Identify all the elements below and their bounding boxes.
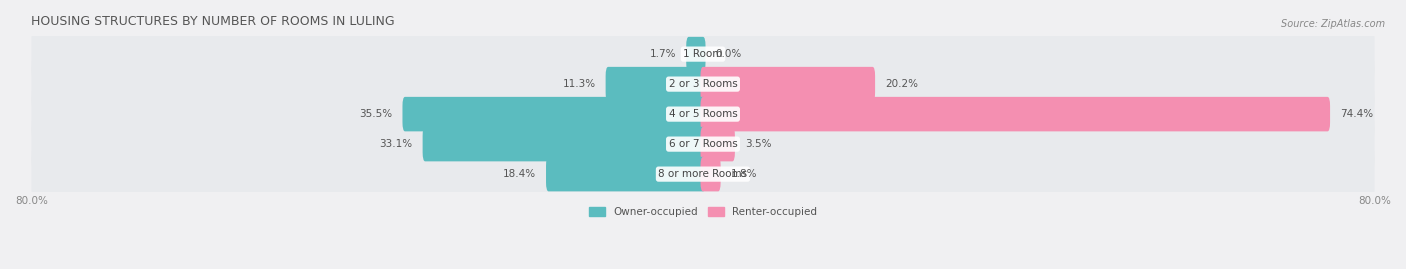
FancyBboxPatch shape: [546, 157, 706, 191]
FancyBboxPatch shape: [700, 157, 721, 191]
Text: 35.5%: 35.5%: [360, 109, 392, 119]
FancyBboxPatch shape: [700, 67, 875, 101]
FancyBboxPatch shape: [31, 55, 1375, 113]
Text: 11.3%: 11.3%: [562, 79, 596, 89]
Text: 1 Room: 1 Room: [683, 49, 723, 59]
Text: 74.4%: 74.4%: [1340, 109, 1374, 119]
Text: Source: ZipAtlas.com: Source: ZipAtlas.com: [1281, 19, 1385, 29]
Text: 1.7%: 1.7%: [650, 49, 676, 59]
Text: 2 or 3 Rooms: 2 or 3 Rooms: [669, 79, 737, 89]
Text: 8 or more Rooms: 8 or more Rooms: [658, 169, 748, 179]
FancyBboxPatch shape: [700, 127, 735, 161]
Text: 33.1%: 33.1%: [380, 139, 412, 149]
Text: HOUSING STRUCTURES BY NUMBER OF ROOMS IN LULING: HOUSING STRUCTURES BY NUMBER OF ROOMS IN…: [31, 15, 395, 28]
Text: 0.0%: 0.0%: [716, 49, 742, 59]
FancyBboxPatch shape: [31, 85, 1375, 143]
FancyBboxPatch shape: [402, 97, 706, 131]
Text: 1.8%: 1.8%: [731, 169, 758, 179]
Text: 6 or 7 Rooms: 6 or 7 Rooms: [669, 139, 737, 149]
FancyBboxPatch shape: [31, 145, 1375, 203]
FancyBboxPatch shape: [686, 37, 706, 71]
Text: 4 or 5 Rooms: 4 or 5 Rooms: [669, 109, 737, 119]
Text: 3.5%: 3.5%: [745, 139, 772, 149]
Text: 18.4%: 18.4%: [503, 169, 536, 179]
FancyBboxPatch shape: [700, 97, 1330, 131]
FancyBboxPatch shape: [423, 127, 706, 161]
Legend: Owner-occupied, Renter-occupied: Owner-occupied, Renter-occupied: [585, 203, 821, 221]
FancyBboxPatch shape: [31, 115, 1375, 173]
FancyBboxPatch shape: [606, 67, 706, 101]
FancyBboxPatch shape: [31, 25, 1375, 83]
Text: 20.2%: 20.2%: [886, 79, 918, 89]
